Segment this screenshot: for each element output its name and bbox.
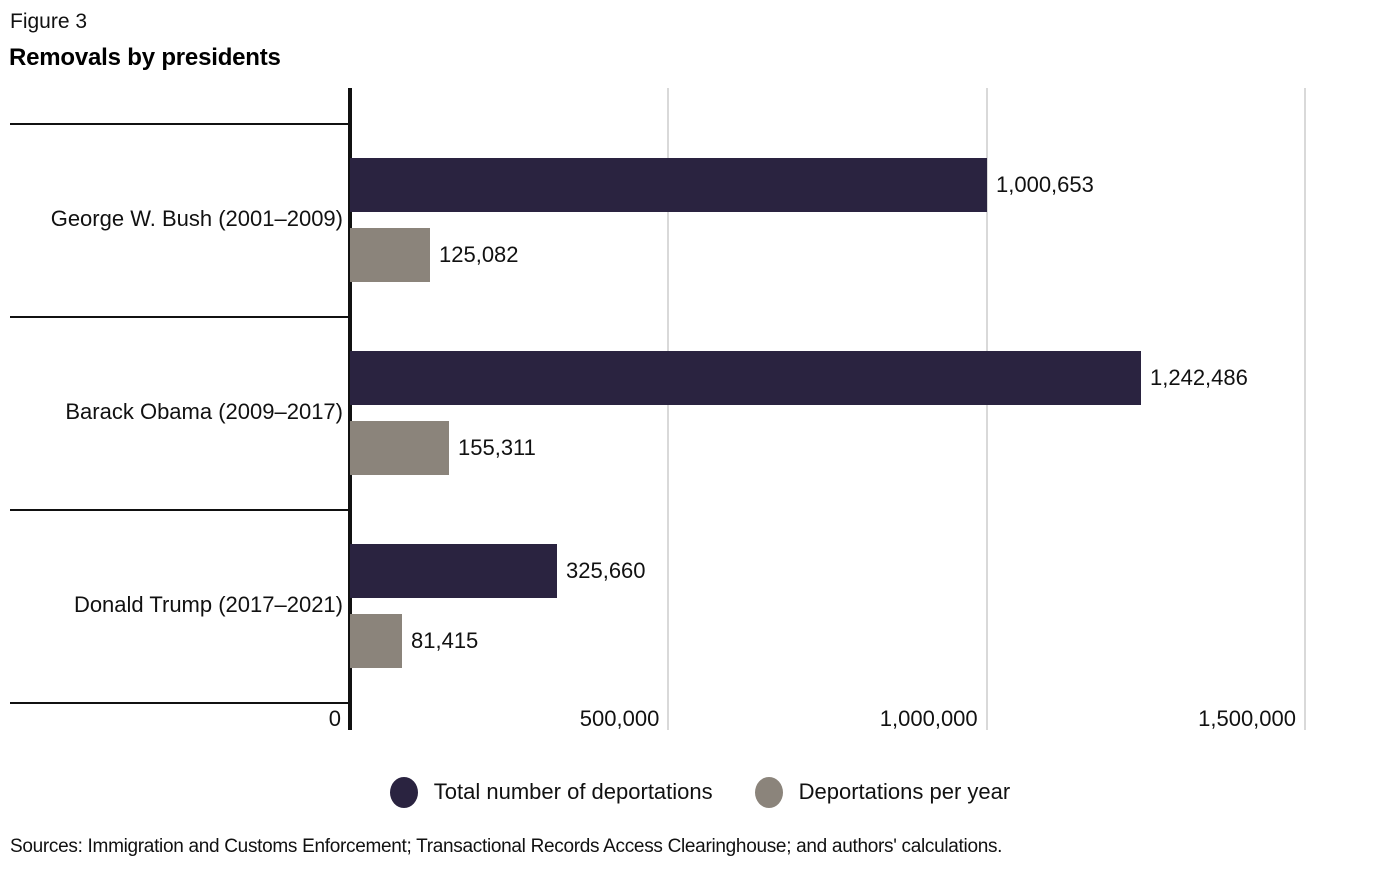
value-label: 155,311 bbox=[458, 435, 536, 460]
figure-title: Removals by presidents bbox=[9, 44, 281, 71]
category-label: George W. Bush (2001–2009) bbox=[50, 206, 343, 231]
value-label: 81,415 bbox=[411, 628, 479, 653]
category-boundary-tick bbox=[10, 702, 350, 704]
x-axis-tick-label: 1,000,000 bbox=[879, 706, 978, 731]
value-label: 1,000,653 bbox=[996, 172, 1094, 197]
value-label: 125,082 bbox=[439, 242, 519, 267]
x-axis-tick-label: 1,500,000 bbox=[1198, 706, 1296, 731]
gridline-1,000,000 bbox=[985, 88, 988, 730]
category-boundary-tick bbox=[10, 123, 350, 125]
bar-per-year bbox=[350, 228, 430, 282]
bar-total bbox=[350, 544, 557, 598]
chart-legend: Total number of deportations Deportation… bbox=[0, 772, 1400, 812]
value-label: 325,660 bbox=[566, 558, 646, 583]
legend-swatch-per-year-icon bbox=[754, 776, 783, 808]
legend-item-total-deportations: Total number of deportations bbox=[389, 776, 713, 808]
gridline-1,500,000 bbox=[1304, 88, 1306, 730]
x-axis-tick-label: 500,000 bbox=[579, 706, 660, 731]
x-axis-tick-label: 0 bbox=[328, 706, 341, 731]
legend-label-total: Total number of deportations bbox=[433, 779, 713, 804]
bar-per-year bbox=[350, 421, 449, 475]
figure-number-label: Figure 3 bbox=[10, 10, 88, 33]
legend-item-deportations-per-year: Deportations per year bbox=[754, 776, 1011, 808]
y-axis-line bbox=[348, 88, 352, 730]
bar-per-year bbox=[350, 614, 402, 668]
legend-swatch-total-icon bbox=[389, 776, 418, 808]
sources-note: Sources: Immigration and Customs Enforce… bbox=[10, 836, 1003, 857]
bar-total bbox=[350, 158, 987, 212]
category-boundary-tick bbox=[10, 316, 350, 318]
category-label: Donald Trump (2017–2021) bbox=[73, 592, 343, 617]
bar-chart-plot-area: George W. Bush (2001–2009) 1,000,653 125,0… bbox=[0, 88, 1400, 731]
legend-label-per-year: Deportations per year bbox=[798, 779, 1011, 804]
category-label: Barack Obama (2009–2017) bbox=[65, 399, 343, 424]
gridline-500,000 bbox=[667, 88, 670, 730]
value-label: 1,242,486 bbox=[1150, 365, 1248, 390]
category-boundary-tick bbox=[10, 509, 350, 511]
bar-total bbox=[350, 351, 1141, 405]
